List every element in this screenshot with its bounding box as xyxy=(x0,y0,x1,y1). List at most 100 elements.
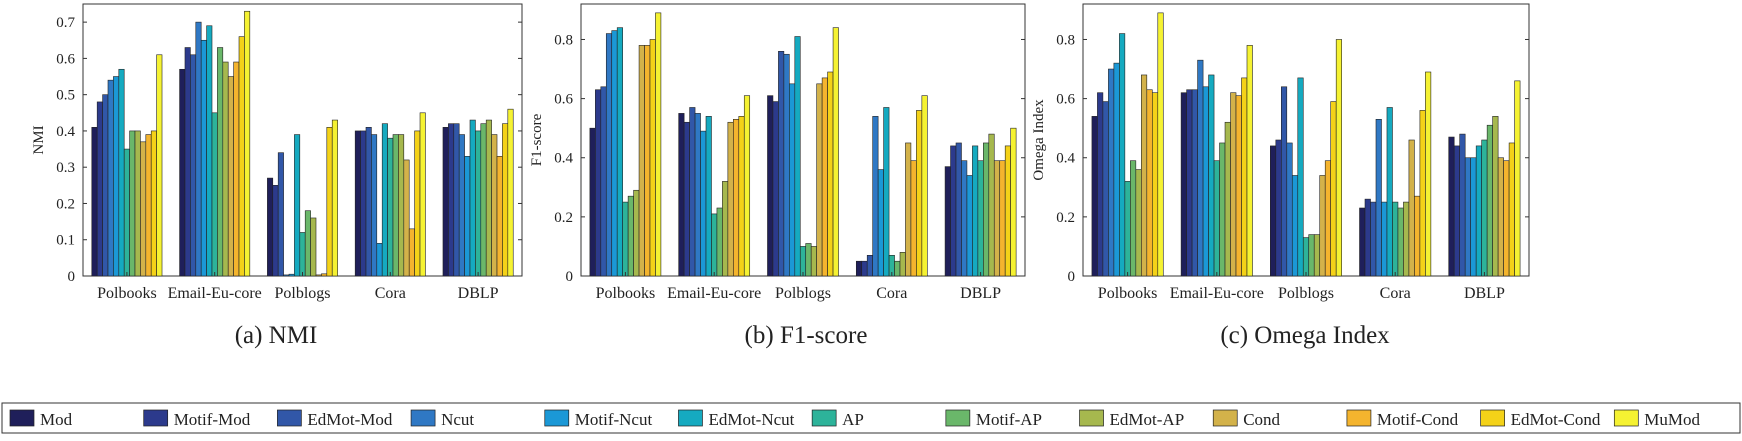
bar-polblogs-motif-ap xyxy=(1308,234,1315,277)
bar-email-eu-core-motif-mod xyxy=(184,47,191,277)
bar-dblp-motif-mod xyxy=(1453,145,1460,277)
bar-polbooks-ap xyxy=(123,148,130,277)
bar-polbooks-edmot-ap xyxy=(134,130,141,277)
bar-cora-motif-cond xyxy=(408,228,415,277)
bar-email-eu-core-edmot-ap xyxy=(222,61,229,277)
x-tick-label: Polblogs xyxy=(274,285,330,302)
bar-dblp-motif-mod xyxy=(950,145,957,277)
bar-polblogs-motif-ap xyxy=(304,210,311,277)
y-tick-label: 0.7 xyxy=(56,15,75,31)
bar-polblogs-ncut xyxy=(783,53,790,277)
legend-swatch-edmot-ncut xyxy=(678,409,703,427)
panel-caption-3: (c) Omega Index xyxy=(1220,322,1390,349)
y-tick-label: 0 xyxy=(566,269,574,285)
legend-label-mumod: MuMod xyxy=(1644,410,1700,429)
bar-cora-motif-ap xyxy=(894,260,901,277)
bar-polblogs-edmot-cond xyxy=(326,127,333,277)
bar-polbooks-edmot-ncut xyxy=(616,27,623,277)
bar-polblogs-mod xyxy=(1270,145,1277,277)
y-tick-label: 0.1 xyxy=(56,233,75,249)
bar-cora-mod xyxy=(1359,207,1366,277)
bar-polbooks-cond xyxy=(140,141,147,277)
x-tick-label: Polbooks xyxy=(97,285,157,302)
bar-dblp-edmot-cond xyxy=(1508,142,1515,277)
bar-polbooks-cond xyxy=(638,45,645,277)
bar-polblogs-edmot-ap xyxy=(810,246,817,277)
legend-swatch-mumod xyxy=(1613,409,1639,427)
y-tick-label: 0.8 xyxy=(554,32,573,48)
bar-polbooks-cond xyxy=(1141,74,1148,277)
bar-polblogs-ap xyxy=(799,246,807,277)
bar-polblogs-cond xyxy=(1319,175,1326,277)
bar-polblogs-edmot-cond xyxy=(1330,101,1337,277)
bar-dblp-mod xyxy=(442,127,449,277)
bar-polblogs-motif-mod xyxy=(272,185,279,277)
bar-email-eu-core-edmot-ncut xyxy=(206,25,213,277)
bar-cora-motif-cond xyxy=(910,160,917,277)
bar-polbooks-motif-cond xyxy=(1146,89,1153,277)
bar-polbooks-ap xyxy=(1124,181,1131,277)
legend-label-motif-mod: Motif-Mod xyxy=(174,410,251,429)
legend-swatch-motif-cond xyxy=(1346,409,1372,427)
x-tick-label: Email-Eu-core xyxy=(168,285,262,302)
bar-dblp-motif-ncut xyxy=(1470,157,1477,277)
legend-label-ap: AP xyxy=(842,410,864,429)
bar-email-eu-core-edmot-ap xyxy=(1224,121,1231,277)
bar-polbooks-motif-ap xyxy=(1130,160,1137,277)
bar-email-eu-core-motif-cond xyxy=(733,119,740,277)
bar-polbooks-edmot-ncut xyxy=(1119,33,1126,277)
bar-email-eu-core-ncut xyxy=(195,21,202,277)
legend-label-edmot-mod: EdMot-Mod xyxy=(307,410,393,429)
bar-polbooks-ncut xyxy=(1108,68,1115,277)
bar-cora-ncut xyxy=(1375,119,1382,277)
legend-swatch-motif-mod xyxy=(143,409,169,427)
bar-email-eu-core-motif-cond xyxy=(233,61,240,277)
legend-swatch-motif-ncut xyxy=(544,409,570,427)
legend-label-motif-ncut: Motif-Ncut xyxy=(575,410,653,429)
bar-email-eu-core-edmot-mod xyxy=(1191,89,1198,277)
bar-dblp-motif-ap xyxy=(983,142,990,277)
bar-polblogs-motif-mod xyxy=(1275,139,1282,277)
legend-swatch-ncut xyxy=(410,409,436,427)
bar-polbooks-ncut xyxy=(107,79,114,277)
bar-email-eu-core-cond xyxy=(1230,92,1237,277)
bar-cora-ap xyxy=(1392,201,1399,277)
bar-email-eu-core-edmot-ap xyxy=(722,181,729,277)
bar-email-eu-core-motif-mod xyxy=(683,121,690,277)
bar-polbooks-mumod xyxy=(156,54,163,277)
bar-email-eu-core-ap xyxy=(711,213,718,277)
bar-cora-edmot-ncut xyxy=(883,107,890,277)
bar-polblogs-edmot-ncut xyxy=(794,36,801,277)
legend-swatch-cond xyxy=(1212,409,1238,427)
bar-polblogs-motif-ncut xyxy=(1291,175,1299,277)
legend-swatch-edmot-mod xyxy=(277,409,302,427)
y-axis-label: F1-score xyxy=(529,113,545,166)
bar-polbooks-motif-ap xyxy=(129,130,136,277)
bar-email-eu-core-edmot-ncut xyxy=(1208,74,1215,277)
bar-polbooks-motif-mod xyxy=(96,101,103,277)
legend-label-cond: Cond xyxy=(1243,410,1280,429)
bar-dblp-edmot-ap xyxy=(988,133,995,277)
x-tick-label: Cora xyxy=(375,285,406,302)
legend-label-edmot-ap: EdMot-AP xyxy=(1110,410,1185,429)
bar-dblp-motif-mod xyxy=(448,123,455,277)
bar-polbooks-motif-mod xyxy=(595,89,602,277)
x-tick-label: Polblogs xyxy=(1278,285,1334,302)
bar-dblp-edmot-mod xyxy=(1459,133,1466,277)
y-tick-label: 0.6 xyxy=(56,51,75,67)
bar-cora-ncut xyxy=(872,116,879,277)
y-tick-label: 0.4 xyxy=(554,151,573,167)
bar-dblp-edmot-ap xyxy=(1492,116,1499,277)
bar-email-eu-core-ap xyxy=(1213,160,1220,277)
bar-polblogs-edmot-ncut xyxy=(294,134,301,277)
bar-polbooks-motif-ncut xyxy=(113,76,120,277)
bar-polbooks-mod xyxy=(1091,116,1098,277)
bar-polblogs-motif-mod xyxy=(772,101,779,277)
bar-email-eu-core-edmot-cond xyxy=(738,116,745,277)
bar-cora-ncut xyxy=(371,134,378,277)
legend-label-mod: Mod xyxy=(40,410,73,429)
bar-email-eu-core-motif-ap xyxy=(716,207,723,277)
bar-polblogs-mod xyxy=(767,95,774,277)
bar-cora-motif-mod xyxy=(1364,198,1371,277)
